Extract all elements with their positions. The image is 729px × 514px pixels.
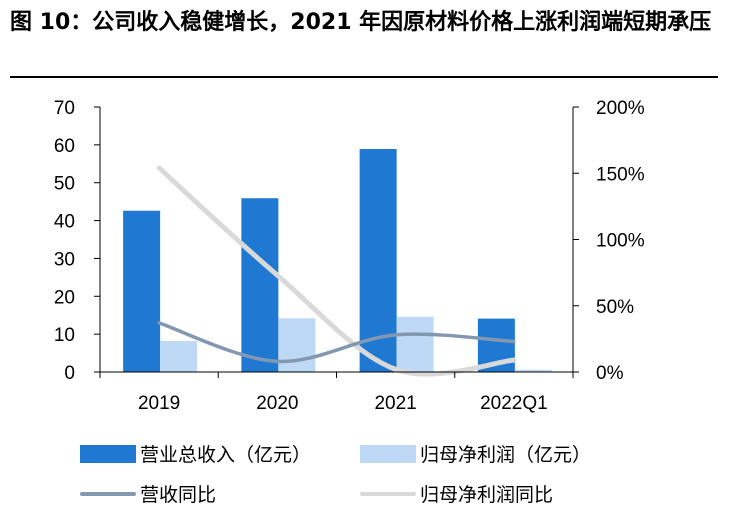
x-tick-label: 2020 [256, 393, 298, 414]
left-tick-label: 10 [54, 325, 75, 346]
profit-bar [396, 316, 434, 372]
legend-revenue-yoy: 营收同比 [80, 480, 216, 507]
revenue-bar [241, 198, 279, 372]
right-tick-label: 100% [596, 231, 645, 252]
legend-revenue-swatch [80, 444, 136, 463]
x-tick-label: 2021 [374, 393, 416, 414]
legend-profit-yoy-swatch [360, 491, 416, 496]
title-divider [10, 76, 718, 78]
legend-revenue-label: 营业总收入（亿元） [140, 444, 312, 466]
left-y-axis: 0 10 20 30 40 50 60 70 [54, 98, 101, 384]
profit-yoy-line [156, 165, 517, 377]
left-tick-label: 40 [54, 212, 75, 233]
left-tick-label: 50 [54, 174, 75, 195]
left-tick-label: 30 [54, 249, 75, 270]
profit-bar [160, 340, 198, 372]
figure-title: 图 10：公司收入稳健增长，2021 年因原材料价格上涨利润端短期承压 [10, 10, 712, 35]
legend-profit-swatch [360, 444, 416, 463]
right-tick-label: 0% [596, 363, 624, 384]
revenue-yoy-line [157, 321, 516, 364]
x-axis: 2019 2020 2021 2022Q1 [99, 371, 574, 414]
legend-profit-label: 归母净利润（亿元） [420, 444, 592, 466]
right-tick-label: 200% [596, 98, 645, 119]
legend-profit-yoy-label: 归母净利润同比 [420, 484, 554, 506]
left-tick-label: 70 [54, 98, 75, 119]
legend-revenue-yoy-label: 营收同比 [140, 484, 217, 506]
x-tick-label: 2022Q1 [480, 393, 548, 414]
right-tick-label: 50% [596, 297, 634, 318]
legend-profit-yoy: 归母净利润同比 [360, 480, 553, 507]
profit-bar [278, 318, 316, 372]
legend-revenue: 营业总收入（亿元） [80, 440, 311, 467]
right-tick-label: 150% [596, 164, 645, 185]
legend-profit: 归母净利润（亿元） [360, 440, 591, 467]
left-tick-label: 60 [54, 136, 75, 157]
legend-revenue-yoy-swatch [80, 491, 136, 496]
profit-bar [514, 369, 552, 372]
right-y-axis: 0% 50% 100% 150% 200% [572, 98, 645, 384]
line-series-group [156, 165, 517, 377]
bar-series-group [123, 149, 552, 372]
left-tick-label: 0 [64, 363, 75, 384]
x-tick-label: 2019 [138, 393, 180, 414]
left-tick-label: 20 [54, 287, 75, 308]
revenue-bar [123, 210, 161, 372]
